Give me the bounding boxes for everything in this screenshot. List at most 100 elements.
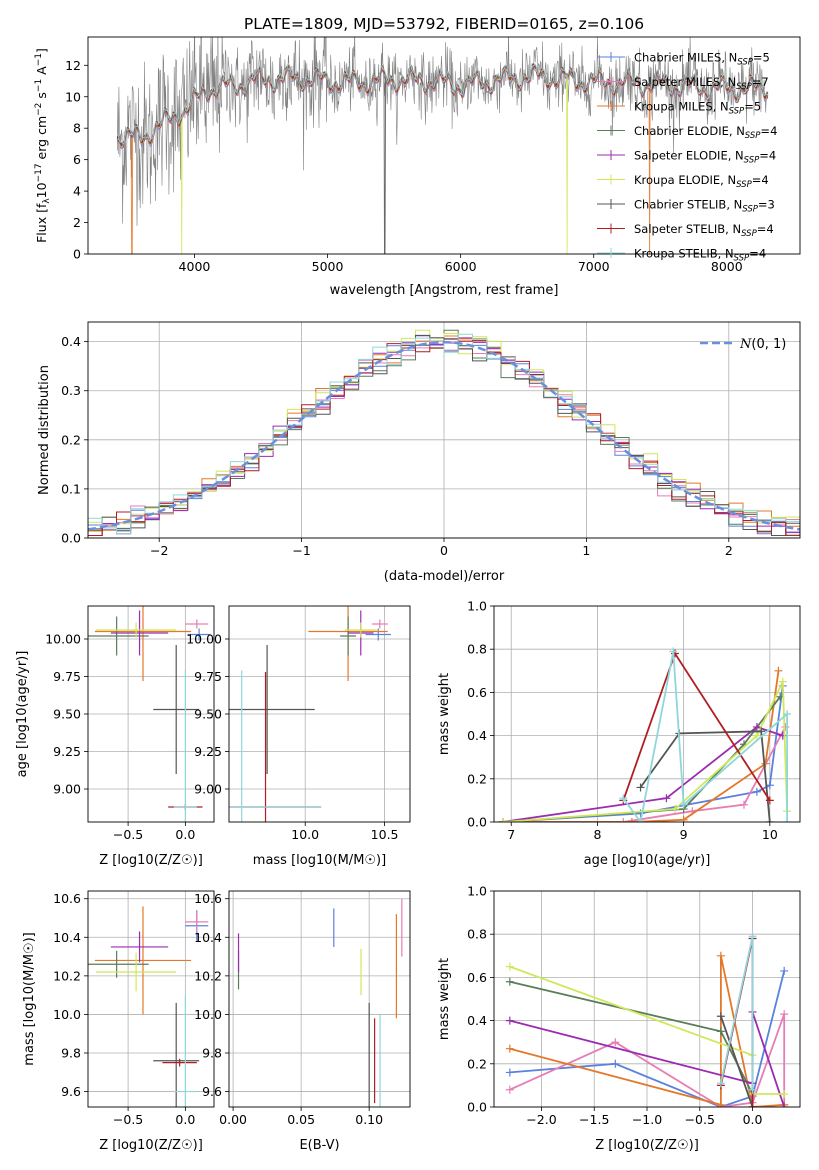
weight_vs_Z-panel: −2.0 −1.5 −1.0 −0.5 0.0 0.0 0.2 0.4 0.6 0.8 1.0 Z [… — [437, 884, 801, 1153]
x-axis-label: Z [log10(Z/Z☉)] — [99, 853, 203, 868]
x-tick-label: −2 — [150, 543, 168, 558]
legend-nssp-value: 4 — [759, 247, 766, 261]
error-bar-point — [153, 1002, 200, 1107]
y-tick-label: 0.2 — [467, 1056, 487, 1071]
y-tick-label: 9.00 — [194, 782, 222, 797]
legend-nssp-value: 4 — [770, 124, 777, 138]
y-tick-label: 6 — [73, 152, 81, 167]
legend-nssp-symbol: N — [732, 222, 741, 236]
legend-equals: = — [753, 51, 763, 65]
y-tick-label: 0.6 — [467, 685, 487, 700]
legend-separator: , — [728, 149, 735, 163]
weight-point-marker — [765, 796, 774, 805]
x-tick-label: −1.0 — [632, 1112, 662, 1127]
x-tick-label: 8000 — [711, 259, 743, 274]
legend-separator: , — [713, 100, 720, 114]
x-tick-label: 0.0 — [175, 1112, 195, 1127]
y-tick-label: 10.00 — [186, 632, 222, 647]
error-bar-point — [371, 619, 388, 629]
y-tick-label: 9.50 — [53, 707, 81, 722]
y-tick-label: 0.8 — [467, 927, 487, 942]
weight-point-marker — [505, 1085, 514, 1094]
legend-separator: , — [720, 75, 727, 89]
legend-separator: , — [718, 247, 725, 261]
y-tick-label: 9.25 — [53, 744, 81, 759]
y-tick-label: 10.2 — [194, 968, 222, 983]
legend-equals: = — [752, 173, 762, 187]
normal-curve-line — [88, 340, 800, 531]
error-bar-point — [229, 670, 322, 822]
legend-series-name: Kroupa MILES — [634, 100, 713, 114]
legend-equals: = — [758, 198, 768, 212]
y-tick-label: 0.2 — [61, 432, 81, 447]
legend-label: Salpeter STELIB, NSSP=4 — [634, 222, 774, 239]
histogram-step-line — [88, 333, 800, 535]
error-bar-point — [162, 1058, 197, 1067]
x-tick-label: 6000 — [445, 259, 477, 274]
y-axis-label-part: s — [34, 92, 49, 103]
legend-nssp-subscript: SSP — [744, 156, 760, 166]
error-bar-point — [344, 622, 377, 638]
y-tick-label: 9.25 — [194, 744, 222, 759]
legend-nssp-symbol: N — [720, 100, 729, 114]
weight-point-marker — [619, 794, 628, 803]
legend-label: N(0, 1) — [739, 337, 786, 352]
legend-separator: , — [721, 51, 728, 65]
y-tick-label: 0.4 — [467, 1013, 487, 1028]
legend-nssp-value: 5 — [763, 51, 770, 65]
spectrum-panel: 4000 5000 6000 7000 8000 0 2 4 6 8 10 12 wavelength … — [34, 36, 801, 298]
y-axis-label-part: A — [34, 66, 49, 79]
age_vs_Z-panel: −0.5 0.0 9.00 9.25 9.50 9.75 10.00 Z [log10(Z/Z… — [15, 605, 215, 868]
axes-frame — [493, 890, 801, 1108]
weight-point-marker — [781, 722, 790, 731]
x-axis-label: wavelength [Angstrom, rest frame] — [330, 283, 559, 298]
y-tick-label: 12 — [65, 58, 81, 73]
y-tick-label: 9.75 — [194, 669, 222, 684]
weight-point-marker — [752, 722, 761, 731]
legend-series-name: Salpeter MILES — [634, 75, 720, 89]
y-tick-label: 1.0 — [467, 599, 487, 614]
y-tick-label: 9.6 — [61, 1084, 81, 1099]
y-tick-label: 10.6 — [194, 891, 222, 906]
y-axis-label-part: Flux [f — [34, 203, 49, 243]
x-tick-label: −1 — [292, 543, 310, 558]
weight-series-line — [502, 696, 781, 822]
y-tick-label: 0.6 — [467, 970, 487, 985]
x-tick-label: 10.5 — [371, 827, 399, 842]
y-tick-label: 10.4 — [194, 930, 222, 945]
weight-point-marker — [611, 1038, 620, 1047]
x-tick-label: 9 — [680, 827, 688, 842]
y-tick-label: 9.75 — [53, 669, 81, 684]
y-tick-label: 10.0 — [53, 1007, 81, 1022]
legend-label: Chabrier MILES, NSSP=5 — [634, 51, 770, 68]
legend-series-name: Salpeter STELIB — [634, 222, 725, 236]
x-axis-label: mass [log10(M/M☉)] — [253, 853, 386, 868]
y-tick-label: 0.2 — [467, 771, 487, 786]
y-tick-label: 10 — [65, 89, 81, 104]
weight-point-marker — [716, 951, 725, 960]
weight-point-marker — [505, 1044, 514, 1053]
error-bar-point — [185, 912, 209, 932]
weight-point-marker — [636, 809, 645, 818]
weight_vs_Z-plot-area — [505, 932, 789, 1107]
weight-point-marker — [662, 794, 671, 803]
y-axis-label-part: erg cm — [34, 116, 49, 164]
x-tick-label: 2 — [725, 543, 733, 558]
legend-nssp-symbol: N — [725, 247, 734, 261]
legend-nssp-subscript: SSP — [736, 180, 752, 190]
weight-point-marker — [752, 787, 761, 796]
weight-point-marker — [498, 818, 507, 822]
y-tick-label: 0.4 — [467, 728, 487, 743]
x-tick-label: −1.5 — [579, 1112, 609, 1127]
error-bar-point — [94, 606, 192, 681]
weight-point-marker — [716, 1100, 725, 1107]
legend-nssp-value: 3 — [768, 198, 775, 212]
axes-frame — [228, 890, 411, 1108]
error-bar-point — [110, 610, 169, 656]
legend-nssp-subscript: SSP — [737, 58, 753, 68]
weight-point-marker — [669, 647, 678, 656]
legend-equals: = — [760, 124, 770, 138]
weight-series-line — [720, 1016, 754, 1107]
x-tick-label: 1 — [582, 543, 590, 558]
